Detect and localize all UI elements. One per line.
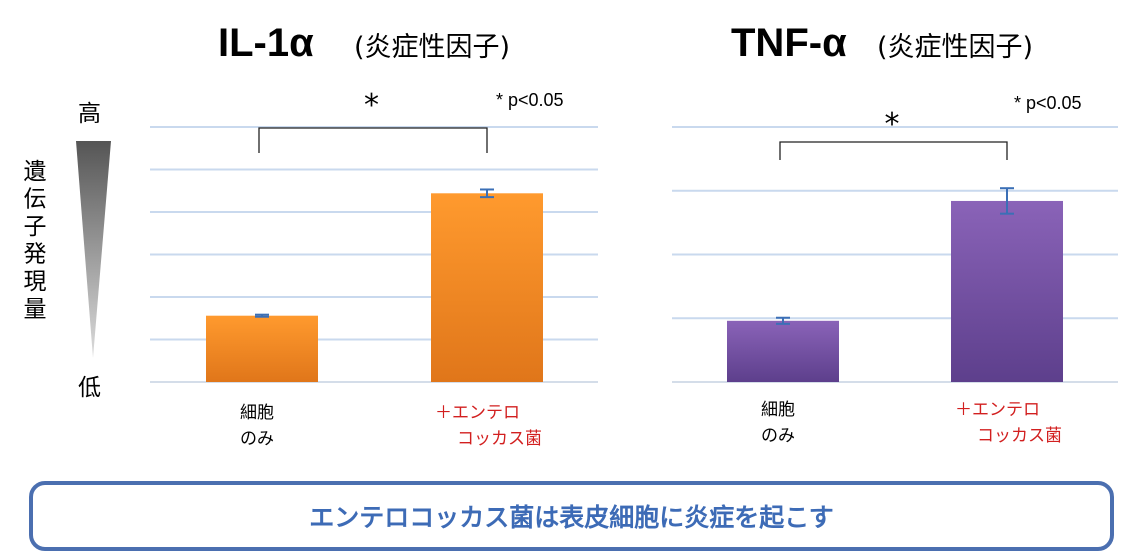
error-bar: [480, 188, 494, 199]
significance-bracket: [779, 141, 1008, 160]
error-bar: [776, 316, 790, 325]
bar-enterococcus: [431, 193, 543, 382]
significance-marker: *: [364, 88, 379, 123]
chart-tnfa: 細胞のみ ＋エンテロコッカス菌 * * p<0.05: [672, 93, 1118, 446]
y-low-label: 低: [78, 375, 101, 401]
y-axis-label-char: 発: [24, 242, 47, 268]
category-label-enterococcus: ＋エンテロコッカス菌: [955, 400, 1062, 446]
chart1-subtitle: (炎症性因子): [354, 32, 510, 63]
y-axis-label-char: 遺: [24, 159, 47, 185]
chart1-title: IL-1α: [218, 21, 314, 65]
p-value-note: * p<0.05: [496, 90, 564, 110]
error-bar: [255, 313, 269, 318]
expression-gradient-arrow: [76, 141, 111, 358]
category-label-enterococcus: ＋エンテロコッカス菌: [435, 403, 542, 449]
chart-il1a: 細胞のみ ＋エンテロコッカス菌 * * p<0.05: [150, 88, 598, 449]
y-axis-label-char: 伝: [24, 187, 47, 213]
bar-control: [206, 315, 318, 382]
chart2-subtitle: (炎症性因子): [877, 32, 1033, 63]
conclusion-text: エンテロコッカス菌は表皮細胞に炎症を起こす: [309, 503, 834, 532]
category-label-control: 細胞のみ: [761, 400, 795, 446]
conclusion-box: エンテロコッカス菌は表皮細胞に炎症を起こす: [29, 481, 1114, 551]
y-high-label: 高: [78, 101, 101, 127]
chart2-title: TNF-α: [731, 21, 847, 65]
y-axis-label-char: 量: [24, 297, 47, 323]
error-bar: [1000, 187, 1014, 215]
significance-marker: *: [885, 107, 900, 142]
bar-enterococcus: [951, 200, 1063, 382]
y-axis-label-char: 子: [24, 214, 47, 240]
p-value-note: * p<0.05: [1014, 93, 1082, 113]
category-label-control: 細胞のみ: [240, 403, 274, 449]
y-axis-label-char: 現: [24, 269, 47, 295]
significance-bracket: [258, 127, 488, 153]
bar-control: [727, 320, 839, 382]
